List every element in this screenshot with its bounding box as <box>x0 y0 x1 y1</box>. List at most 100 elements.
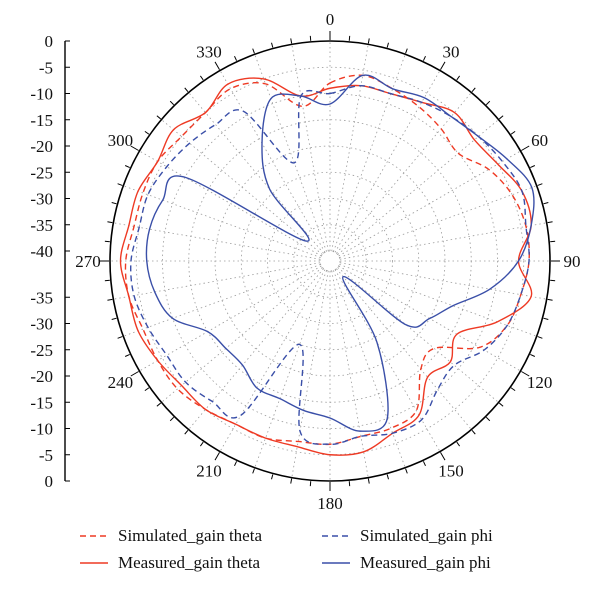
grid-ring <box>267 198 393 324</box>
radial-tick-label: 0 <box>45 32 54 51</box>
angle-tick-mark <box>547 221 553 224</box>
angle-tick-mark <box>367 38 370 44</box>
grid-spoke <box>254 270 327 468</box>
grid-spoke <box>219 269 326 452</box>
angle-tick-mark <box>124 353 130 357</box>
angle-tick-mark <box>144 130 150 135</box>
angle-tick-label: 90 <box>564 252 581 271</box>
angle-tick-mark <box>405 48 408 54</box>
angle-tick-mark <box>117 183 123 186</box>
legend-label: Measured_gain theta <box>118 553 261 572</box>
radial-tick-label: -15 <box>30 393 53 412</box>
radial-tick-label: -30 <box>30 315 53 334</box>
angle-tick-mark <box>234 461 238 467</box>
angle-tick-mark <box>547 298 553 301</box>
angle-tick-mark <box>498 402 504 407</box>
grid-ring <box>240 171 420 351</box>
legend-label: Simulated_gain phi <box>360 526 493 545</box>
angle-tick-label: 240 <box>108 373 134 392</box>
grid-ring <box>293 224 367 298</box>
angle-tick-label: 210 <box>196 462 222 481</box>
angle-tick-mark <box>111 317 117 320</box>
angle-tick-mark <box>537 183 543 186</box>
grid-spoke <box>331 44 369 252</box>
angle-tick-mark <box>156 115 162 120</box>
radial-tick-label: -20 <box>30 137 53 156</box>
angle-tick-label: 180 <box>317 494 343 513</box>
angle-tick-mark <box>405 468 408 474</box>
grid-spoke <box>339 262 547 300</box>
angle-tick-mark <box>537 336 543 339</box>
angle-tick-mark <box>184 87 189 93</box>
series-layer <box>119 74 535 456</box>
angle-tick-mark <box>290 38 293 44</box>
angle-tick-mark <box>456 441 461 447</box>
angle-tick-label: 150 <box>438 462 464 481</box>
angle-tick-label: 120 <box>527 373 553 392</box>
angle-tick-mark <box>169 416 175 422</box>
angle-tick-mark <box>214 61 220 70</box>
angle-tick-mark <box>169 100 175 106</box>
angle-tick-mark <box>498 115 504 120</box>
radial-tick-label: -20 <box>30 367 53 386</box>
grid-ring <box>214 145 446 377</box>
radial-tick-label: -30 <box>30 190 53 209</box>
grid-ring <box>188 119 472 403</box>
radial-tick-label: -40 <box>30 242 53 261</box>
angle-tick-label: 270 <box>75 252 101 271</box>
angle-tick-mark <box>521 371 530 377</box>
angle-tick-mark <box>271 42 274 48</box>
radial-tick-label: -35 <box>30 216 53 235</box>
grid-spoke <box>339 185 537 258</box>
angle-tick-mark <box>144 387 150 392</box>
angle-tick-mark <box>184 429 189 435</box>
angle-tick-mark <box>252 468 255 474</box>
angle-tick-mark <box>543 202 549 205</box>
grid-spoke <box>188 268 324 430</box>
grid-spoke <box>336 268 472 430</box>
grid-spoke <box>113 262 321 300</box>
grid-spoke <box>254 54 327 252</box>
radial-tick-label: -10 <box>30 85 53 104</box>
grid-spoke <box>113 222 321 260</box>
angle-tick-mark <box>234 55 238 61</box>
grid-spoke <box>188 92 324 254</box>
radial-tick-label: -5 <box>39 446 53 465</box>
angle-tick-mark <box>199 441 204 447</box>
radial-tick-label: -15 <box>30 111 53 130</box>
grid-spoke <box>161 119 323 255</box>
grid-spoke <box>123 185 321 258</box>
grid-spoke <box>161 267 323 403</box>
grid-spoke <box>339 222 547 260</box>
angle-tick-label: 0 <box>326 10 335 29</box>
angle-tick-mark <box>510 130 516 135</box>
angle-tick-mark <box>471 87 476 93</box>
series-measured-gain-theta <box>119 77 533 456</box>
radial-tick-label: -35 <box>30 288 53 307</box>
series-simulated-gain-phi <box>130 84 530 445</box>
angle-tick-mark <box>456 75 461 81</box>
radial-axis: 0 -5 -10 -15 -20 -25 -30 -35 -40 -35 -30 -25 -20 -15 -… <box>30 32 70 491</box>
grid-spoke <box>336 92 472 254</box>
angle-tick-mark <box>107 298 113 301</box>
radial-tick-label: -10 <box>30 420 53 439</box>
angle-tick-mark <box>124 165 130 169</box>
grid-spoke <box>334 269 441 452</box>
grid-spoke <box>139 265 322 372</box>
angle-tick-mark <box>130 371 139 377</box>
angle-tick-mark <box>386 42 389 48</box>
angle-tick-mark <box>485 100 491 106</box>
grid-ring <box>135 66 525 456</box>
grid-spoke <box>291 270 329 478</box>
series-measured-gain-phi <box>145 74 535 432</box>
angle-tick-mark <box>199 75 204 81</box>
legend-label: Measured_gain phi <box>360 553 491 572</box>
outer-circle <box>109 40 551 482</box>
angle-tick-label: 300 <box>108 131 134 150</box>
angle-tick-mark <box>440 452 446 461</box>
angle-tick-mark <box>214 452 220 461</box>
angle-tick-mark <box>530 353 536 357</box>
angle-tick-mark <box>510 387 516 392</box>
angle-tick-mark <box>440 61 446 70</box>
